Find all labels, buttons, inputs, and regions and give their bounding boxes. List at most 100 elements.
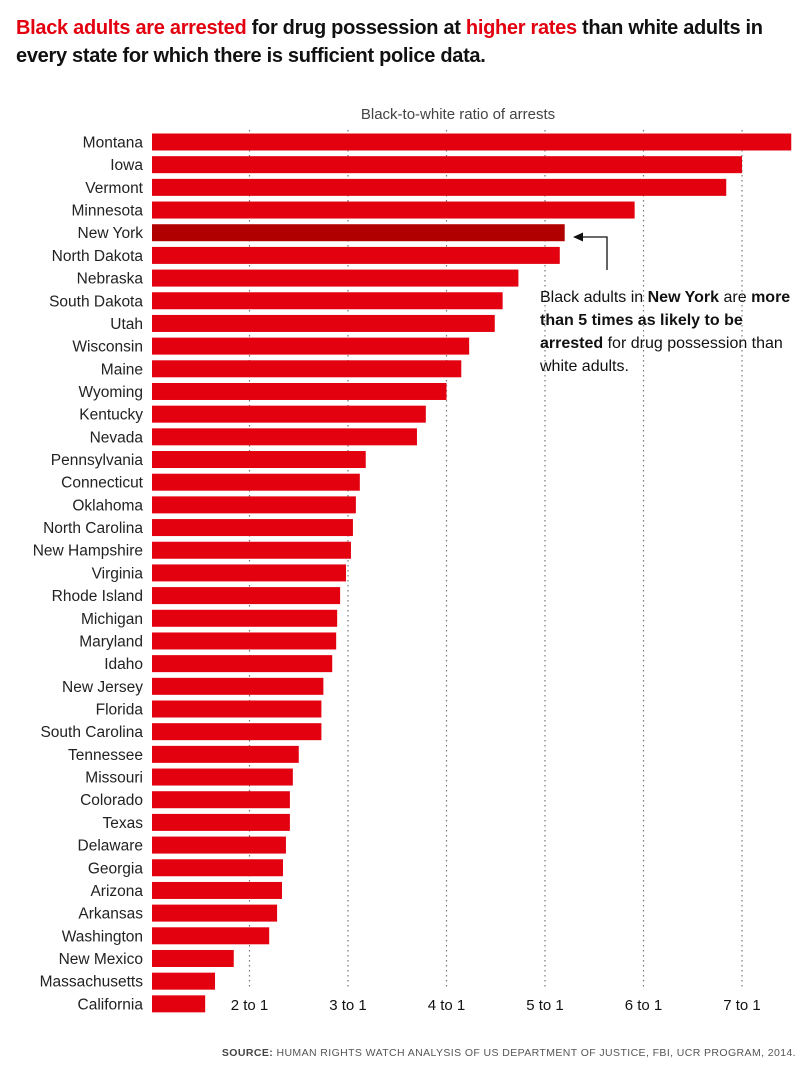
bar-colorado (152, 791, 290, 809)
bar-nevada (152, 428, 417, 446)
category-label: Tennessee (68, 747, 143, 764)
bar-new-mexico (152, 949, 234, 967)
new-york-annotation: Black adults in New York are more than 5… (540, 286, 810, 378)
bar-delaware (152, 836, 286, 854)
bar-kentucky (152, 405, 426, 423)
category-label: Kentucky (79, 407, 143, 424)
category-label: New Mexico (59, 951, 143, 968)
bar-south-dakota (152, 292, 503, 310)
category-label: Washington (62, 928, 143, 945)
bar-utah (152, 314, 495, 332)
bar-michigan (152, 609, 338, 627)
category-label: Nevada (90, 429, 144, 446)
bar-wyoming (152, 382, 447, 400)
category-label: North Dakota (52, 248, 144, 265)
bar-oklahoma (152, 496, 356, 514)
bar-south-carolina (152, 723, 322, 741)
category-label: Michigan (81, 611, 143, 628)
category-label: Maine (101, 361, 143, 378)
bar-iowa (152, 156, 742, 174)
bar-virginia (152, 564, 347, 582)
category-label: New Jersey (62, 679, 143, 696)
category-label: New Hampshire (33, 543, 143, 560)
bar-idaho (152, 655, 333, 673)
category-label: Virginia (92, 565, 144, 582)
annotation-bold-claim: more than 5 times as likely to be arrest… (540, 289, 791, 352)
bar-florida (152, 700, 322, 718)
category-label: North Carolina (43, 520, 143, 537)
bar-georgia (152, 859, 283, 877)
bar-arizona (152, 881, 283, 899)
bar-washington (152, 927, 270, 945)
category-label: South Dakota (49, 293, 143, 310)
axis-title: Black-to-white ratio of arrests (361, 106, 555, 123)
category-label: Pennsylvania (51, 452, 144, 469)
category-label: Iowa (110, 157, 143, 174)
category-label: Arkansas (78, 906, 143, 923)
tick-label: 4 to 1 (428, 997, 466, 1014)
category-label: South Carolina (40, 724, 143, 741)
bar-new-jersey (152, 677, 324, 695)
category-label: Minnesota (71, 203, 143, 220)
bar-arkansas (152, 904, 278, 922)
source-label: SOURCE: (221, 1047, 274, 1059)
bar-texas (152, 813, 290, 831)
bar-missouri (152, 768, 293, 786)
annotation-bold-state: New York (647, 289, 720, 306)
annotation-text: for drug possession than white adults. (540, 335, 783, 375)
bar-new-york (152, 224, 565, 242)
category-label: New York (78, 225, 144, 242)
category-label: Vermont (85, 180, 143, 197)
category-label: Arizona (90, 883, 143, 900)
annotation-text: are (719, 289, 752, 306)
category-label: Wisconsin (72, 339, 143, 356)
chart-title: Black adults are arrested for drug posse… (16, 14, 806, 70)
category-label: Missouri (85, 770, 143, 787)
bar-vermont (152, 178, 727, 196)
tick-label: 5 to 1 (526, 997, 564, 1014)
bar-massachusetts (152, 972, 216, 990)
bar-new-hampshire (152, 541, 351, 559)
title-text-2: than white adults in every state for whi… (16, 17, 763, 67)
category-label: Connecticut (61, 475, 144, 492)
bar-california (152, 995, 206, 1013)
source-text: HUMAN RIGHTS WATCH ANALYSIS OF US DEPART… (273, 1047, 796, 1059)
category-label: Utah (110, 316, 143, 333)
category-label: Idaho (104, 656, 143, 673)
category-label: Georgia (88, 860, 144, 877)
category-label: Massachusetts (40, 974, 144, 991)
category-label: California (78, 996, 144, 1013)
annotation-arrow (573, 232, 608, 270)
bar-maryland (152, 632, 337, 650)
bar-tennessee (152, 745, 299, 763)
annotation-text: Black adults in (540, 289, 648, 306)
category-label: Colorado (80, 792, 143, 809)
tick-label: 6 to 1 (625, 997, 663, 1014)
title-highlight-2: higher rates (465, 17, 577, 39)
tick-label: 7 to 1 (723, 997, 761, 1014)
bar-wisconsin (152, 337, 470, 355)
bar-north-carolina (152, 519, 353, 537)
tick-label: 3 to 1 (329, 997, 367, 1014)
category-label: Oklahoma (72, 497, 143, 514)
category-label: Delaware (78, 838, 143, 855)
bar-north-dakota (152, 246, 560, 264)
category-label: Rhode Island (52, 588, 143, 605)
bar-nebraska (152, 269, 519, 287)
category-label: Maryland (79, 633, 143, 650)
bar-maine (152, 360, 462, 378)
title-highlight-1: Black adults are arrested (16, 17, 247, 39)
bar-connecticut (152, 473, 360, 491)
bar-minnesota (152, 201, 635, 219)
bar-rhode-island (152, 587, 341, 605)
arrowhead-icon (573, 232, 583, 242)
category-label: Texas (103, 815, 144, 832)
title-text-1: for drug possession at (246, 17, 466, 39)
category-label: Nebraska (77, 271, 144, 288)
category-label: Wyoming (79, 384, 143, 401)
source-note: SOURCE: HUMAN RIGHTS WATCH ANALYSIS OF U… (222, 1047, 796, 1059)
category-label: Florida (96, 702, 144, 719)
bar-montana (152, 133, 792, 151)
category-label: Montana (83, 135, 144, 152)
